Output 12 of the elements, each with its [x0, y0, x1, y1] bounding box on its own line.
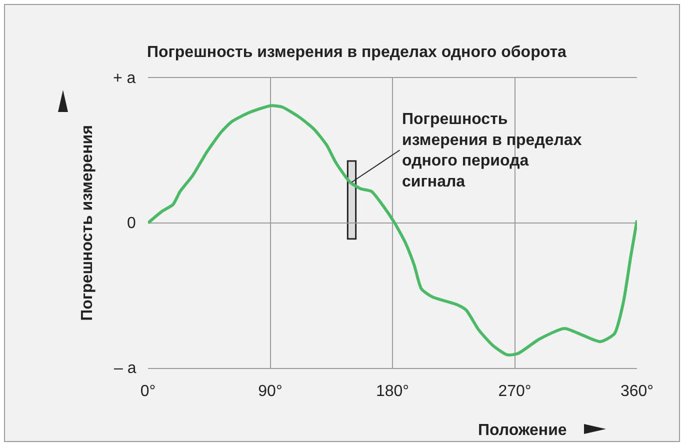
x-axis-title: Положение [478, 422, 567, 439]
text: 0 [127, 215, 136, 232]
chart-title: Погрешность измерения в пределах одного оборота [146, 44, 567, 62]
x-tick-label: 90° [258, 383, 282, 400]
text: – a [114, 360, 136, 377]
annotation: Погрешность измерения в пределах одного периода сигнала [402, 111, 582, 190]
x-tick-label: 360° [620, 383, 654, 400]
x-tick-label: 0° [140, 383, 156, 400]
x-tick-label: 180° [376, 383, 410, 400]
y-axis-title: Погрешность измерения [78, 125, 96, 321]
x-tick-label: 270° [498, 383, 532, 400]
text: + a [113, 70, 136, 87]
